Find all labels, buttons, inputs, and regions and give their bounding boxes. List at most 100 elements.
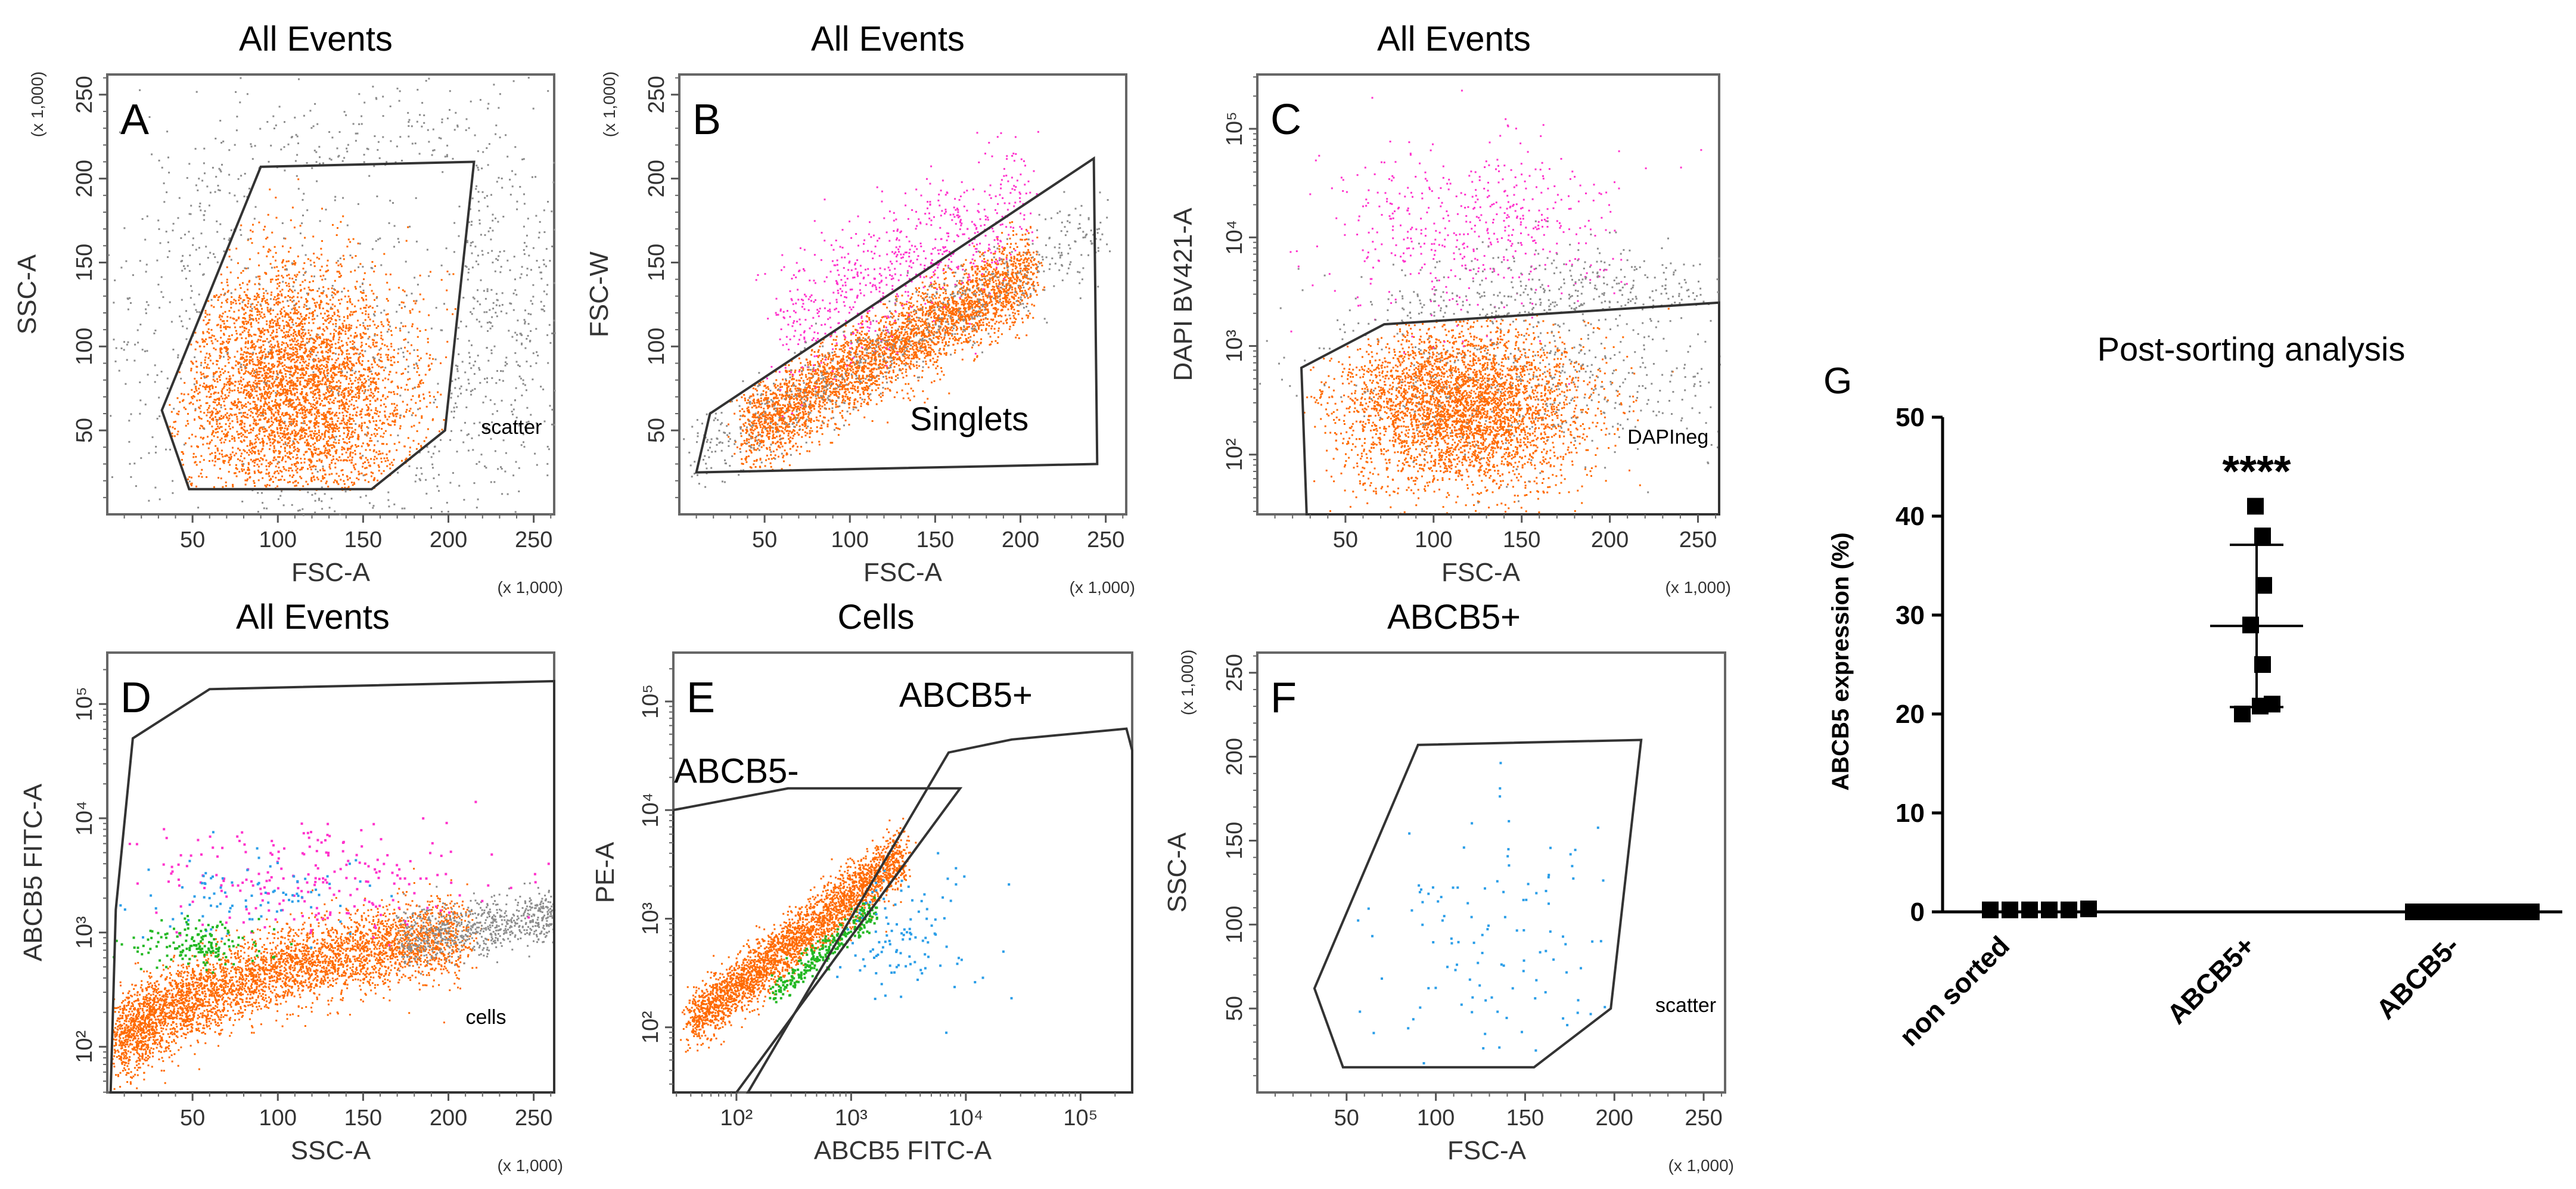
- panel-f: ABCB5+ F scatter 50 100 150 200 250 50100150…: [1163, 598, 1734, 1175]
- panel-d-letter: D: [120, 674, 151, 722]
- panel-d-x-tick-label: 150: [344, 1106, 382, 1131]
- panel-f-gate-label: scatter: [1655, 994, 1716, 1017]
- panel-f-x-axis-label: FSC-A: [1447, 1136, 1527, 1165]
- panel-g-y-tick-label: 50: [1896, 403, 1925, 432]
- panel-d-y-tick-label: 10⁴: [72, 801, 97, 836]
- panel-c-x-tick-label: 200: [1591, 527, 1629, 552]
- panel-c-y-tick-label: 10²: [1222, 438, 1247, 471]
- panel-a-x-tick-label: 150: [344, 527, 382, 552]
- panel-e-x-tick-label: 10⁵: [1063, 1106, 1098, 1131]
- panel-a-y-tick-label: 250: [72, 76, 97, 113]
- panel-g-y-tick-label: 0: [1910, 898, 1925, 927]
- panel-e-y-tick-label: 10³: [638, 902, 663, 935]
- panel-g-title: Post-sorting analysis: [2098, 330, 2406, 368]
- panel-f-x-tick-label: 250: [1685, 1106, 1722, 1131]
- panel-c-y-tick-label: 10⁵: [1222, 111, 1247, 146]
- panel-d-x-tick-label: 100: [259, 1106, 297, 1131]
- panel-b-x-tick-label: 250: [1087, 527, 1124, 552]
- panel-f-x-tick-label: 50: [1334, 1106, 1359, 1131]
- panel-b-letter: B: [692, 96, 721, 144]
- panel-d-x-axis-label: SSC-A: [291, 1136, 371, 1165]
- panel-b-x-tick-label: 150: [916, 527, 954, 552]
- panel-e-gate-label-positive: ABCB5+: [899, 676, 1033, 715]
- panel-d-y-tick-label: 10²: [72, 1030, 97, 1063]
- panel-d-x-tick-label: 200: [430, 1106, 467, 1131]
- figure-canvas: All Events A scatter 50 100 150 200 250 5010…: [0, 0, 2576, 1189]
- panel-g-category-label: ABCB5-: [2370, 930, 2465, 1025]
- panel-b-y-axis-label: FSC-W: [585, 251, 614, 337]
- panel-e-x-tick-label: 10³: [835, 1106, 868, 1131]
- panel-b-x-axis-label: FSC-A: [863, 558, 943, 587]
- panel-a-y-tick-label: 50: [72, 418, 97, 443]
- significance-annotation: ****: [2222, 446, 2291, 496]
- panel-b-y-tick-label: 100: [644, 328, 669, 365]
- panel-f-y-tick-label: 100: [1222, 906, 1247, 943]
- panel-b-plot-frame: [679, 74, 1126, 514]
- panel-g-data-point: [2002, 902, 2018, 918]
- panel-f-y-tick-label: 200: [1222, 738, 1247, 775]
- panel-g-category-label: non sorted: [1893, 930, 2015, 1052]
- panel-e-y-axis-label: PE-A: [591, 842, 620, 903]
- panel-g-data-point: [2523, 904, 2540, 920]
- panel-b-title: All Events: [811, 20, 965, 58]
- panel-b-x-tick-label: 200: [1002, 527, 1039, 552]
- panel-d-title: All Events: [236, 598, 390, 637]
- panel-f-y-tick-label: 50: [1222, 996, 1247, 1021]
- panel-f-x-tick-label: 200: [1596, 1106, 1633, 1131]
- panel-b-y-tick-label: 200: [644, 160, 669, 197]
- panel-b-y-tick-label: 150: [644, 244, 669, 281]
- panel-a-x-axis-label: FSC-A: [291, 558, 371, 587]
- panel-a: All Events A scatter 50 100 150 200 250 5010…: [13, 20, 563, 597]
- panel-g-y-tick-label: 10: [1896, 799, 1925, 828]
- panel-g-y-tick-label: 40: [1896, 502, 1925, 531]
- panel-b-x-tick-label: 100: [831, 527, 869, 552]
- panel-d-x-tick-label: 50: [180, 1106, 205, 1131]
- panel-g-data-point: [2061, 902, 2077, 918]
- panel-d-y-axis-label: ABCB5 FITC-A: [18, 783, 48, 961]
- panel-c-letter: C: [1270, 96, 1301, 144]
- panel-d-y-tick-label: 10⁵: [72, 687, 97, 721]
- panel-g-data-point: [2264, 696, 2280, 712]
- panel-a-y-tick-label: 100: [72, 328, 97, 365]
- panel-b: All Events B Singlets 50 100 150 200 250 501…: [585, 20, 1135, 597]
- panel-b-gate-label: Singlets: [910, 400, 1028, 437]
- panel-c-y-axis-label: DAPI BV421-A: [1169, 207, 1198, 381]
- panel-a-x-tick-label: 50: [180, 527, 205, 552]
- panel-f-y-axis-label: SSC-A: [1163, 832, 1192, 912]
- panel-g-data-point: [2080, 901, 2097, 917]
- panel-g-data-point: [2021, 902, 2038, 918]
- panel-a-y-tick-label: 200: [72, 160, 97, 197]
- panel-c-x-multiplier: (x 1,000): [1665, 578, 1732, 597]
- panel-b-y-multiplier: (x 1,000): [600, 72, 619, 138]
- panel-d-x-multiplier: (x 1,000): [498, 1156, 564, 1175]
- panel-e-title: Cells: [838, 598, 915, 637]
- panel-b-x-multiplier: (x 1,000): [1070, 578, 1136, 597]
- panel-f-x-tick-label: 100: [1417, 1106, 1455, 1131]
- panel-e: Cells E ABCB5- ABCB5+ 10² 10³ 10⁴ 10⁵ 10²10…: [591, 598, 1132, 1165]
- panel-g-y-tick-label: 20: [1896, 700, 1925, 729]
- panel-d: All Events D cells 50 100 150 200 250 10²10³…: [18, 598, 563, 1175]
- panel-e-x-axis-label: ABCB5 FITC-A: [814, 1136, 992, 1165]
- panel-g-letter: G: [1823, 361, 1852, 402]
- panel-f-y-multiplier: (x 1,000): [1178, 650, 1197, 716]
- panel-f-x-tick-label: 150: [1506, 1106, 1544, 1131]
- panel-g-category-label: ABCB5+: [2161, 930, 2261, 1030]
- panel-e-y-tick-label: 10⁴: [638, 793, 663, 828]
- panel-c-title: All Events: [1377, 20, 1531, 58]
- panel-e-y-tick-label: 10⁵: [638, 684, 663, 719]
- panel-e-y-tick-label: 10²: [638, 1011, 663, 1044]
- panel-a-y-tick-label: 150: [72, 244, 97, 281]
- panel-c-x-tick-label: 100: [1415, 527, 1452, 552]
- panel-a-y-multiplier: (x 1,000): [28, 72, 46, 138]
- panel-c-x-axis-label: FSC-A: [1441, 558, 1521, 587]
- panel-f-y-tick-label: 250: [1222, 654, 1247, 691]
- panel-c-y-tick-label: 10⁴: [1222, 220, 1247, 255]
- panel-a-x-tick-label: 200: [430, 527, 467, 552]
- panel-g-data-point: [2254, 527, 2271, 544]
- panel-c-gate-label: DAPIneg: [1627, 426, 1708, 449]
- panel-g-data-point: [2041, 902, 2058, 918]
- panel-d-gate-label: cells: [465, 1006, 506, 1029]
- panel-b-y-tick-label: 250: [644, 76, 669, 113]
- panel-d-y-tick-label: 10³: [72, 916, 97, 949]
- panel-f-y-tick-label: 150: [1222, 822, 1247, 859]
